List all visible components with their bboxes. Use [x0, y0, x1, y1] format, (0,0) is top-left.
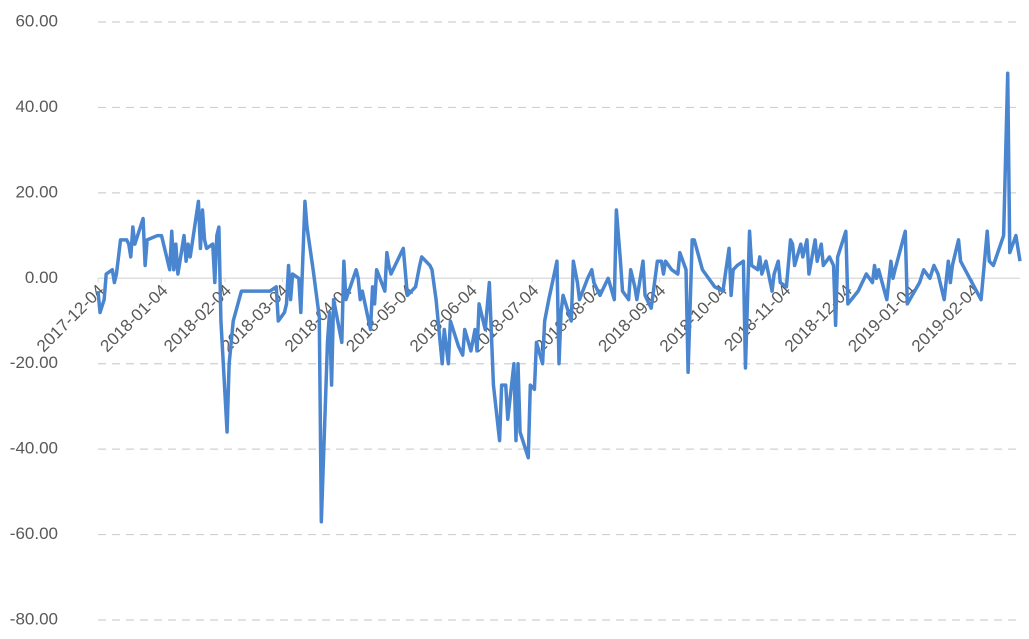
y-tick-label: 20.00: [15, 182, 58, 201]
y-tick-label: -20.00: [10, 353, 58, 372]
x-tick-label: 2018-01-04: [97, 281, 172, 356]
y-tick-label: 40.00: [15, 97, 58, 116]
y-tick-label: -40.00: [10, 439, 58, 458]
y-tick-label: 0.00: [25, 268, 58, 287]
data-line: [96, 71, 1022, 524]
y-tick-label: -60.00: [10, 524, 58, 543]
y-tick-label: 60.00: [15, 11, 58, 30]
y-tick-label: -80.00: [10, 609, 58, 628]
